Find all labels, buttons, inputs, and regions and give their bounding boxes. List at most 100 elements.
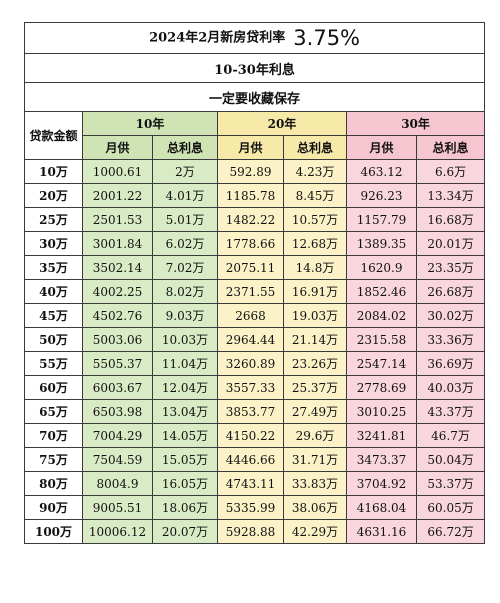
cell-amount: 55万	[24, 351, 83, 376]
cell-monthly-30: 1389.35	[346, 231, 417, 256]
cell-interest-30: 33.36万	[415, 327, 486, 352]
cell-amount: 100万	[24, 519, 83, 544]
header-amount: 贷款金额	[24, 111, 83, 160]
header-monthly-20: 月供	[217, 135, 284, 160]
cell-amount: 20万	[24, 183, 83, 208]
cell-interest-30: 50.04万	[415, 447, 486, 472]
cell-interest-30: 26.68万	[415, 279, 486, 304]
cell-interest-20: 25.37万	[283, 375, 347, 400]
header-monthly-30: 月供	[346, 135, 417, 160]
cell-interest-20: 16.91万	[283, 279, 347, 304]
table-row: 10万 1000.61 2万 592.89 4.23万 463.12 6.6万	[24, 159, 486, 184]
cell-interest-20: 42.29万	[283, 519, 347, 544]
cell-amount: 90万	[24, 495, 83, 520]
cell-interest-10: 18.06万	[152, 495, 218, 520]
cell-monthly-30: 2315.58	[346, 327, 417, 352]
cell-monthly-20: 2371.55	[217, 279, 284, 304]
cell-monthly-20: 4150.22	[217, 423, 284, 448]
cell-monthly-20: 592.89	[217, 159, 284, 184]
header-interest-30: 总利息	[415, 135, 486, 160]
cell-interest-20: 31.71万	[283, 447, 347, 472]
cell-monthly-20: 1778.66	[217, 231, 284, 256]
table-row: 100万 10006.12 20.07万 5928.88 42.29万 4631.16 66…	[24, 519, 486, 544]
cell-interest-30: 43.37万	[415, 399, 486, 424]
cell-amount: 25万	[24, 207, 83, 232]
cell-monthly-20: 5928.88	[217, 519, 284, 544]
cell-amount: 35万	[24, 255, 83, 280]
cell-interest-10: 2万	[152, 159, 218, 184]
cell-monthly-10: 5505.37	[82, 351, 153, 376]
cell-interest-20: 23.26万	[283, 351, 347, 376]
cell-interest-30: 40.03万	[415, 375, 486, 400]
cell-monthly-10: 1000.61	[82, 159, 153, 184]
cell-interest-10: 9.03万	[152, 303, 218, 328]
cell-amount: 50万	[24, 327, 83, 352]
table-row: 50万 5003.06 10.03万 2964.44 21.14万 2315.58 33.3…	[24, 327, 486, 352]
cell-monthly-10: 3502.14	[82, 255, 153, 280]
cell-interest-10: 20.07万	[152, 519, 218, 544]
cell-monthly-30: 4631.16	[346, 519, 417, 544]
cell-monthly-20: 3260.89	[217, 351, 284, 376]
cell-interest-20: 4.23万	[283, 159, 347, 184]
cell-interest-20: 38.06万	[283, 495, 347, 520]
cell-monthly-10: 8004.9	[82, 471, 153, 496]
table-note: 一定要收藏保存	[23, 82, 486, 112]
table-row: 75万 7504.59 15.05万 4446.66 31.71万 3473.37 50.0…	[24, 447, 486, 472]
cell-interest-30: 30.02万	[415, 303, 486, 328]
cell-monthly-30: 1620.9	[346, 255, 417, 280]
table-row: 30万 3001.84 6.02万 1778.66 12.68万 1389.35 20.01…	[24, 231, 486, 256]
cell-interest-20: 21.14万	[283, 327, 347, 352]
table-row: 80万 8004.9 16.05万 4743.11 33.83万 3704.92 53.37…	[24, 471, 486, 496]
table-row: 65万 6503.98 13.04万 3853.77 27.49万 3010.25 43.3…	[24, 399, 486, 424]
cell-amount: 10万	[24, 159, 83, 184]
header-group-20: 20年	[217, 111, 347, 136]
cell-interest-30: 6.6万	[415, 159, 486, 184]
cell-interest-30: 16.68万	[415, 207, 486, 232]
cell-monthly-30: 463.12	[346, 159, 417, 184]
cell-monthly-30: 3241.81	[346, 423, 417, 448]
cell-amount: 60万	[24, 375, 83, 400]
table-title-cell: 2024年2月新房贷利率 3.75%	[23, 22, 486, 54]
table-row: 70万 7004.29 14.05万 4150.22 29.6万 3241.81 46.7万	[24, 423, 486, 448]
cell-interest-20: 14.8万	[283, 255, 347, 280]
cell-interest-30: 53.37万	[415, 471, 486, 496]
cell-amount: 70万	[24, 423, 83, 448]
table-row: 20万 2001.22 4.01万 1185.78 8.45万 926.23 13.34万	[24, 183, 486, 208]
table-title: 2024年2月新房贷利率	[149, 30, 286, 46]
cell-monthly-10: 7004.29	[82, 423, 153, 448]
cell-interest-10: 6.02万	[152, 231, 218, 256]
cell-amount: 65万	[24, 399, 83, 424]
cell-interest-30: 13.34万	[415, 183, 486, 208]
rate-table-sheet: 2024年2月新房贷利率 3.75% 10-30年利息 一定要收藏保存 贷款金额 …	[23, 22, 486, 544]
header-interest-20: 总利息	[283, 135, 347, 160]
cell-monthly-30: 926.23	[346, 183, 417, 208]
cell-monthly-30: 2547.14	[346, 351, 417, 376]
cell-monthly-10: 2501.53	[82, 207, 153, 232]
cell-monthly-30: 4168.04	[346, 495, 417, 520]
cell-amount: 80万	[24, 471, 83, 496]
cell-interest-20: 8.45万	[283, 183, 347, 208]
header-group-30: 30年	[345, 111, 486, 136]
table-row: 90万 9005.51 18.06万 5335.99 38.06万 4168.04 60.0…	[24, 495, 486, 520]
cell-monthly-20: 2668	[217, 303, 284, 328]
cell-interest-30: 36.69万	[415, 351, 486, 376]
cell-amount: 30万	[24, 231, 83, 256]
cell-amount: 40万	[24, 279, 83, 304]
cell-interest-20: 33.83万	[283, 471, 347, 496]
cell-monthly-30: 3010.25	[346, 399, 417, 424]
cell-monthly-10: 4002.25	[82, 279, 153, 304]
cell-interest-10: 12.04万	[152, 375, 218, 400]
table-row: 60万 6003.67 12.04万 3557.33 25.37万 2778.69 40.0…	[24, 375, 486, 400]
cell-monthly-10: 9005.51	[82, 495, 153, 520]
cell-interest-30: 20.01万	[415, 231, 486, 256]
table-row: 45万 4502.76 9.03万 2668 19.03万 2084.02 30.02万	[24, 303, 486, 328]
cell-interest-10: 5.01万	[152, 207, 218, 232]
cell-interest-30: 46.7万	[415, 423, 486, 448]
cell-interest-30: 66.72万	[415, 519, 486, 544]
cell-amount: 75万	[24, 447, 83, 472]
cell-monthly-30: 3473.37	[346, 447, 417, 472]
cell-interest-20: 27.49万	[283, 399, 347, 424]
cell-monthly-20: 1185.78	[217, 183, 284, 208]
cell-monthly-10: 5003.06	[82, 327, 153, 352]
cell-interest-10: 8.02万	[152, 279, 218, 304]
